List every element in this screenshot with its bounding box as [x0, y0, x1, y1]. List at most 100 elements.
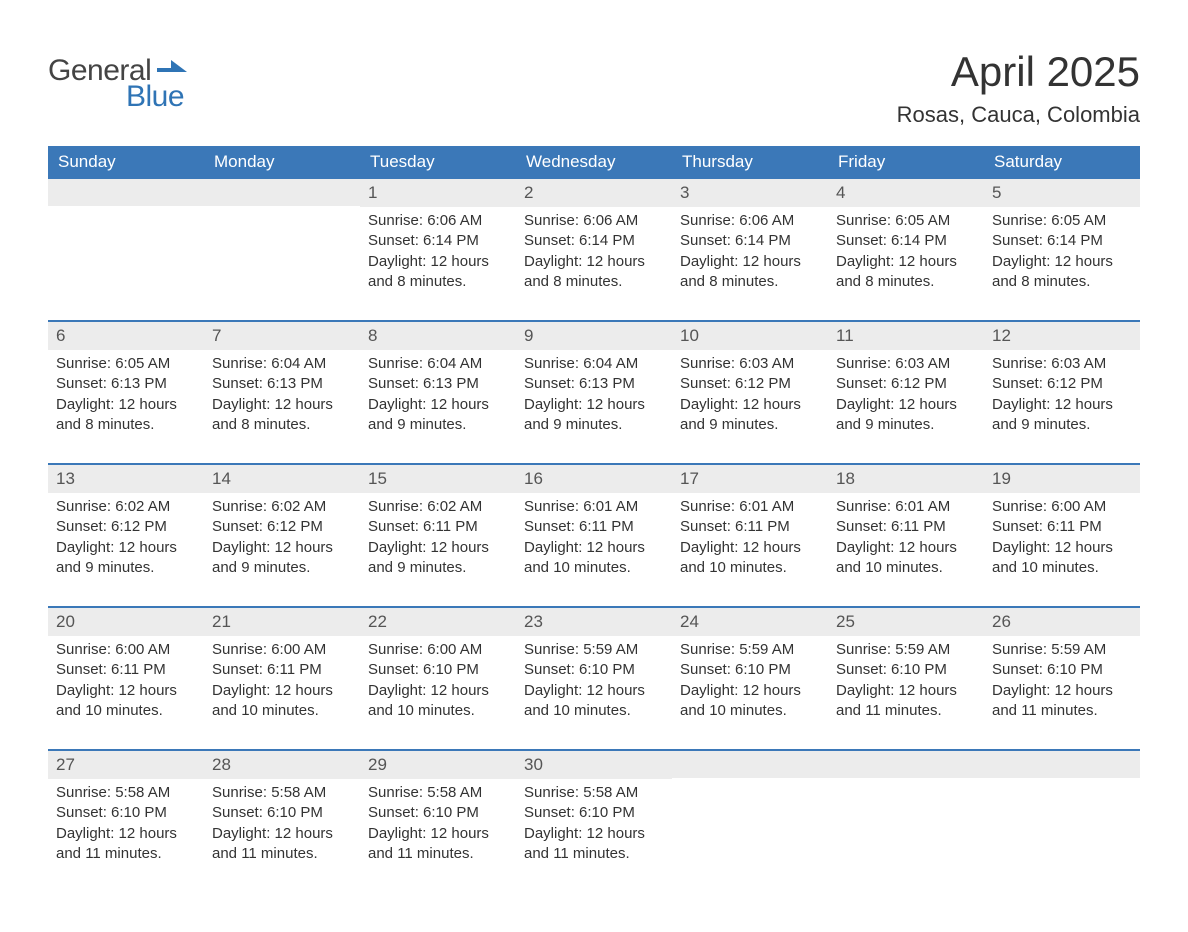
- day-details: Sunrise: 5:58 AMSunset: 6:10 PMDaylight:…: [360, 779, 516, 864]
- daylight-text: Daylight: 12 hours and 11 minutes.: [56, 824, 196, 865]
- day-number: 14: [204, 465, 360, 493]
- calendar-week: 13Sunrise: 6:02 AMSunset: 6:12 PMDayligh…: [48, 463, 1140, 606]
- daylight-text: Daylight: 12 hours and 8 minutes.: [680, 252, 820, 293]
- sunset-text: Sunset: 6:10 PM: [368, 803, 508, 823]
- sunset-text: Sunset: 6:10 PM: [680, 660, 820, 680]
- calendar-day: 24Sunrise: 5:59 AMSunset: 6:10 PMDayligh…: [672, 608, 828, 721]
- day-details: Sunrise: 6:02 AMSunset: 6:12 PMDaylight:…: [204, 493, 360, 578]
- day-details: Sunrise: 6:02 AMSunset: 6:12 PMDaylight:…: [48, 493, 204, 578]
- sunset-text: Sunset: 6:13 PM: [524, 374, 664, 394]
- calendar-grid: Sunday Monday Tuesday Wednesday Thursday…: [48, 146, 1140, 892]
- sunset-text: Sunset: 6:10 PM: [836, 660, 976, 680]
- calendar-day: 28Sunrise: 5:58 AMSunset: 6:10 PMDayligh…: [204, 751, 360, 864]
- calendar-day: 25Sunrise: 5:59 AMSunset: 6:10 PMDayligh…: [828, 608, 984, 721]
- day-number: 26: [984, 608, 1140, 636]
- day-details: Sunrise: 5:58 AMSunset: 6:10 PMDaylight:…: [204, 779, 360, 864]
- sunrise-text: Sunrise: 6:03 AM: [680, 354, 820, 374]
- sunrise-text: Sunrise: 5:59 AM: [836, 640, 976, 660]
- day-number: 24: [672, 608, 828, 636]
- weekday-header: Sunday: [48, 146, 204, 179]
- daylight-text: Daylight: 12 hours and 10 minutes.: [212, 681, 352, 722]
- calendar-day: [204, 179, 360, 292]
- calendar-day: 13Sunrise: 6:02 AMSunset: 6:12 PMDayligh…: [48, 465, 204, 578]
- day-number: 4: [828, 179, 984, 207]
- daylight-text: Daylight: 12 hours and 10 minutes.: [680, 538, 820, 579]
- day-number: 28: [204, 751, 360, 779]
- daylight-text: Daylight: 12 hours and 9 minutes.: [368, 538, 508, 579]
- weekday-header: Saturday: [984, 146, 1140, 179]
- daylight-text: Daylight: 12 hours and 8 minutes.: [836, 252, 976, 293]
- calendar-day: [672, 751, 828, 864]
- day-number: 20: [48, 608, 204, 636]
- sunrise-text: Sunrise: 6:06 AM: [524, 211, 664, 231]
- sunset-text: Sunset: 6:10 PM: [212, 803, 352, 823]
- calendar-day: 1Sunrise: 6:06 AMSunset: 6:14 PMDaylight…: [360, 179, 516, 292]
- day-details: Sunrise: 5:58 AMSunset: 6:10 PMDaylight:…: [516, 779, 672, 864]
- sunset-text: Sunset: 6:14 PM: [368, 231, 508, 251]
- weekday-header: Thursday: [672, 146, 828, 179]
- daylight-text: Daylight: 12 hours and 8 minutes.: [368, 252, 508, 293]
- calendar-day: 29Sunrise: 5:58 AMSunset: 6:10 PMDayligh…: [360, 751, 516, 864]
- sunset-text: Sunset: 6:14 PM: [524, 231, 664, 251]
- daylight-text: Daylight: 12 hours and 11 minutes.: [368, 824, 508, 865]
- header: General Blue April 2025 Rosas, Cauca, Co…: [48, 48, 1140, 128]
- calendar-day: 2Sunrise: 6:06 AMSunset: 6:14 PMDaylight…: [516, 179, 672, 292]
- sunset-text: Sunset: 6:12 PM: [680, 374, 820, 394]
- sunrise-text: Sunrise: 6:05 AM: [56, 354, 196, 374]
- weekday-header: Wednesday: [516, 146, 672, 179]
- sunset-text: Sunset: 6:13 PM: [212, 374, 352, 394]
- day-details: Sunrise: 6:05 AMSunset: 6:14 PMDaylight:…: [828, 207, 984, 292]
- day-number: 11: [828, 322, 984, 350]
- sunrise-text: Sunrise: 6:01 AM: [836, 497, 976, 517]
- day-number: 16: [516, 465, 672, 493]
- day-details: Sunrise: 6:06 AMSunset: 6:14 PMDaylight:…: [516, 207, 672, 292]
- daylight-text: Daylight: 12 hours and 10 minutes.: [56, 681, 196, 722]
- calendar-day: 18Sunrise: 6:01 AMSunset: 6:11 PMDayligh…: [828, 465, 984, 578]
- sunrise-text: Sunrise: 6:03 AM: [992, 354, 1132, 374]
- daylight-text: Daylight: 12 hours and 10 minutes.: [680, 681, 820, 722]
- page-subtitle: Rosas, Cauca, Colombia: [897, 102, 1140, 128]
- sunrise-text: Sunrise: 6:05 AM: [836, 211, 976, 231]
- day-details: Sunrise: 6:00 AMSunset: 6:11 PMDaylight:…: [48, 636, 204, 721]
- page-title: April 2025: [897, 48, 1140, 96]
- calendar-day: 6Sunrise: 6:05 AMSunset: 6:13 PMDaylight…: [48, 322, 204, 435]
- weekday-header: Tuesday: [360, 146, 516, 179]
- sunrise-text: Sunrise: 6:04 AM: [212, 354, 352, 374]
- calendar-day: 27Sunrise: 5:58 AMSunset: 6:10 PMDayligh…: [48, 751, 204, 864]
- sunrise-text: Sunrise: 6:00 AM: [992, 497, 1132, 517]
- sunset-text: Sunset: 6:11 PM: [368, 517, 508, 537]
- calendar-day: 16Sunrise: 6:01 AMSunset: 6:11 PMDayligh…: [516, 465, 672, 578]
- calendar-day: 4Sunrise: 6:05 AMSunset: 6:14 PMDaylight…: [828, 179, 984, 292]
- daylight-text: Daylight: 12 hours and 8 minutes.: [524, 252, 664, 293]
- day-number: 9: [516, 322, 672, 350]
- day-details: Sunrise: 6:04 AMSunset: 6:13 PMDaylight:…: [204, 350, 360, 435]
- day-number: 6: [48, 322, 204, 350]
- day-details: Sunrise: 5:59 AMSunset: 6:10 PMDaylight:…: [828, 636, 984, 721]
- day-details: Sunrise: 6:05 AMSunset: 6:14 PMDaylight:…: [984, 207, 1140, 292]
- sunrise-text: Sunrise: 6:00 AM: [368, 640, 508, 660]
- day-number: 5: [984, 179, 1140, 207]
- sunrise-text: Sunrise: 6:01 AM: [524, 497, 664, 517]
- sunset-text: Sunset: 6:12 PM: [992, 374, 1132, 394]
- daylight-text: Daylight: 12 hours and 10 minutes.: [992, 538, 1132, 579]
- sunset-text: Sunset: 6:12 PM: [212, 517, 352, 537]
- calendar-day: 20Sunrise: 6:00 AMSunset: 6:11 PMDayligh…: [48, 608, 204, 721]
- day-number: [828, 751, 984, 778]
- day-details: Sunrise: 6:01 AMSunset: 6:11 PMDaylight:…: [672, 493, 828, 578]
- day-number: 23: [516, 608, 672, 636]
- day-number: 12: [984, 322, 1140, 350]
- calendar-week: 20Sunrise: 6:00 AMSunset: 6:11 PMDayligh…: [48, 606, 1140, 749]
- sunrise-text: Sunrise: 5:59 AM: [524, 640, 664, 660]
- daylight-text: Daylight: 12 hours and 11 minutes.: [992, 681, 1132, 722]
- sunset-text: Sunset: 6:12 PM: [836, 374, 976, 394]
- sunrise-text: Sunrise: 6:02 AM: [368, 497, 508, 517]
- calendar-day: 14Sunrise: 6:02 AMSunset: 6:12 PMDayligh…: [204, 465, 360, 578]
- calendar-day: 3Sunrise: 6:06 AMSunset: 6:14 PMDaylight…: [672, 179, 828, 292]
- day-details: Sunrise: 5:58 AMSunset: 6:10 PMDaylight:…: [48, 779, 204, 864]
- day-details: Sunrise: 6:03 AMSunset: 6:12 PMDaylight:…: [828, 350, 984, 435]
- sunrise-text: Sunrise: 6:00 AM: [56, 640, 196, 660]
- day-details: Sunrise: 6:01 AMSunset: 6:11 PMDaylight:…: [828, 493, 984, 578]
- day-details: Sunrise: 5:59 AMSunset: 6:10 PMDaylight:…: [516, 636, 672, 721]
- daylight-text: Daylight: 12 hours and 9 minutes.: [56, 538, 196, 579]
- calendar-page: General Blue April 2025 Rosas, Cauca, Co…: [0, 0, 1188, 932]
